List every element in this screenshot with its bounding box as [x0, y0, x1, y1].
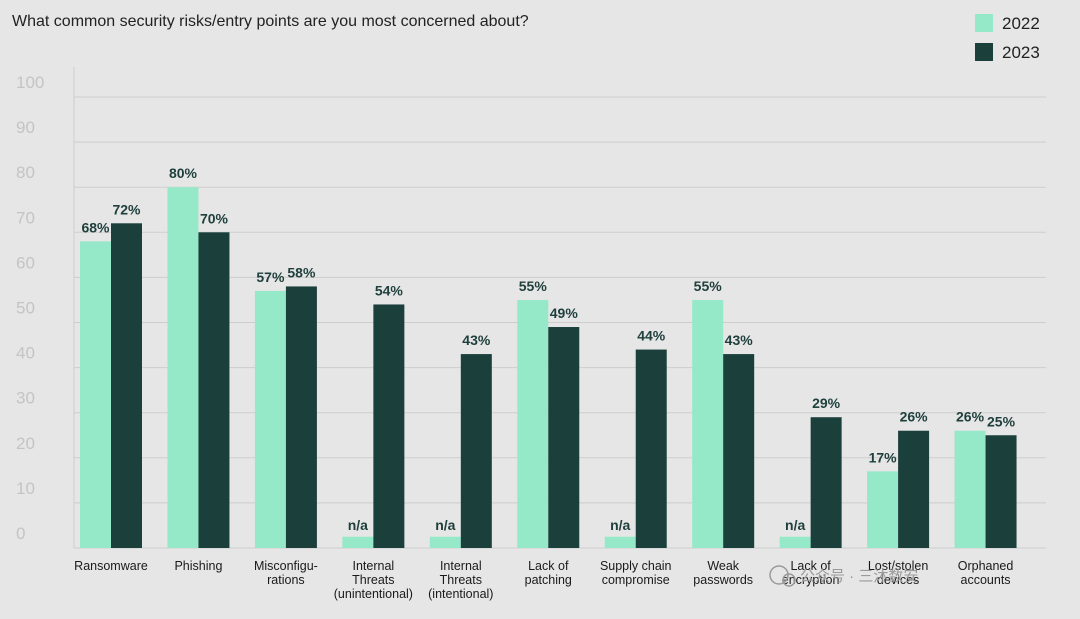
bar-2022-9 [867, 471, 899, 548]
data-label-2023-10: 25% [987, 413, 1016, 429]
legend-label-2023: 2023 [1002, 43, 1040, 62]
wechat-icon-bubble [782, 573, 796, 587]
data-label-2023-0: 72% [112, 201, 141, 217]
watermark-text: 公众号 · 三沐数安 [800, 568, 918, 585]
bar-2023-2 [285, 286, 317, 548]
legend: 2022 2023 [975, 14, 1040, 62]
data-label-2022-1: 80% [169, 165, 198, 181]
data-label-2023-9: 26% [900, 409, 929, 425]
y-tick-label: 100 [16, 73, 44, 92]
bar-2023-9 [898, 430, 930, 548]
x-tick-label: Supply chain compromise [600, 559, 672, 587]
bar-2023-1 [198, 232, 230, 549]
bar-2023-10 [985, 435, 1017, 548]
bar-2022-5 [517, 299, 549, 548]
bar-2022-7 [692, 299, 724, 548]
watermark: 公众号 · 三沐数安 [769, 565, 918, 587]
data-label-2023-1: 70% [200, 210, 229, 226]
x-tick-label: Internal Threats (unintentional) [334, 559, 413, 601]
bar-2022-10 [954, 430, 986, 548]
data-label-2022-6: n/a [610, 517, 630, 533]
data-label-2022-2: 57% [256, 269, 285, 285]
y-tick-label: 80 [16, 163, 35, 182]
x-axis: Ransomware Phishing Misconfigu-rations Inte… [74, 559, 1013, 601]
bar-2022-2 [254, 290, 286, 548]
y-tick-label: 60 [16, 253, 35, 272]
y-tick-label: 40 [16, 344, 35, 363]
bar-2022-6 [604, 536, 636, 548]
y-tick-label: 20 [16, 434, 35, 453]
bar-2023-6 [635, 349, 667, 548]
bar-2023-0 [111, 223, 142, 548]
data-label-2022-0: 68% [81, 219, 110, 235]
x-tick-label: Misconfigu-rations [254, 559, 318, 587]
bar-2023-8 [810, 417, 842, 548]
legend-label-2022: 2022 [1002, 14, 1040, 33]
data-label-2023-8: 29% [812, 395, 841, 411]
legend-swatch-2023 [975, 43, 993, 61]
data-label-2022-7: 55% [694, 278, 723, 294]
x-tick-label: Lack of encryption [782, 559, 840, 587]
y-tick-label: 90 [16, 118, 35, 137]
bar-2022-3 [342, 536, 374, 548]
bar-2022-0 [80, 241, 111, 548]
data-label-2023-2: 58% [287, 264, 316, 280]
bar-2023-4 [460, 354, 492, 548]
bar-2023-5 [548, 327, 580, 548]
y-tick-label: 10 [16, 479, 35, 498]
chart-title: What common security risks/entry points … [12, 13, 529, 30]
y-tick-label: 0 [16, 524, 25, 543]
data-label-2022-10: 26% [956, 409, 985, 425]
data-label-2023-6: 44% [637, 328, 666, 344]
x-tick-label: Phishing [174, 559, 222, 573]
value-labels: 68%72%80%70%57% 58%n/a54%n/a43%55%49%n/a4… [81, 165, 1015, 533]
bar-2023-3 [373, 304, 405, 548]
data-label-2022-9: 17% [869, 449, 898, 465]
legend-swatch-2022 [975, 14, 993, 32]
data-label-2023-3: 54% [375, 282, 404, 298]
gridlines [74, 96, 1046, 504]
data-label-2022-4: n/a [435, 517, 455, 533]
bars [80, 187, 1017, 549]
x-tick-label: Lost/stolen devices [868, 559, 929, 587]
bar-2022-1 [167, 187, 199, 548]
data-label-2023-4: 43% [462, 332, 491, 348]
data-label-2022-3: n/a [348, 517, 368, 533]
bar-2023-7 [723, 354, 755, 548]
y-tick-label: 50 [16, 299, 35, 318]
y-tick-label: 30 [16, 389, 35, 408]
data-label-2023-5: 49% [550, 305, 579, 321]
y-tick-label: 70 [16, 208, 35, 227]
x-tick-label: Orphaned accounts [958, 559, 1014, 587]
x-tick-label: Ransomware [74, 559, 148, 573]
bar-2022-8 [779, 536, 811, 548]
x-tick-label: Internal Threats (intentional) [428, 559, 493, 601]
x-tick-label: Lack of patching [525, 559, 572, 587]
data-label-2023-7: 43% [725, 332, 754, 348]
data-label-2022-8: n/a [785, 517, 805, 533]
x-tick-label: Weak passwords [693, 559, 753, 587]
data-label-2022-5: 55% [519, 278, 548, 294]
bar-2022-4 [429, 536, 461, 548]
wechat-icon [769, 565, 789, 585]
